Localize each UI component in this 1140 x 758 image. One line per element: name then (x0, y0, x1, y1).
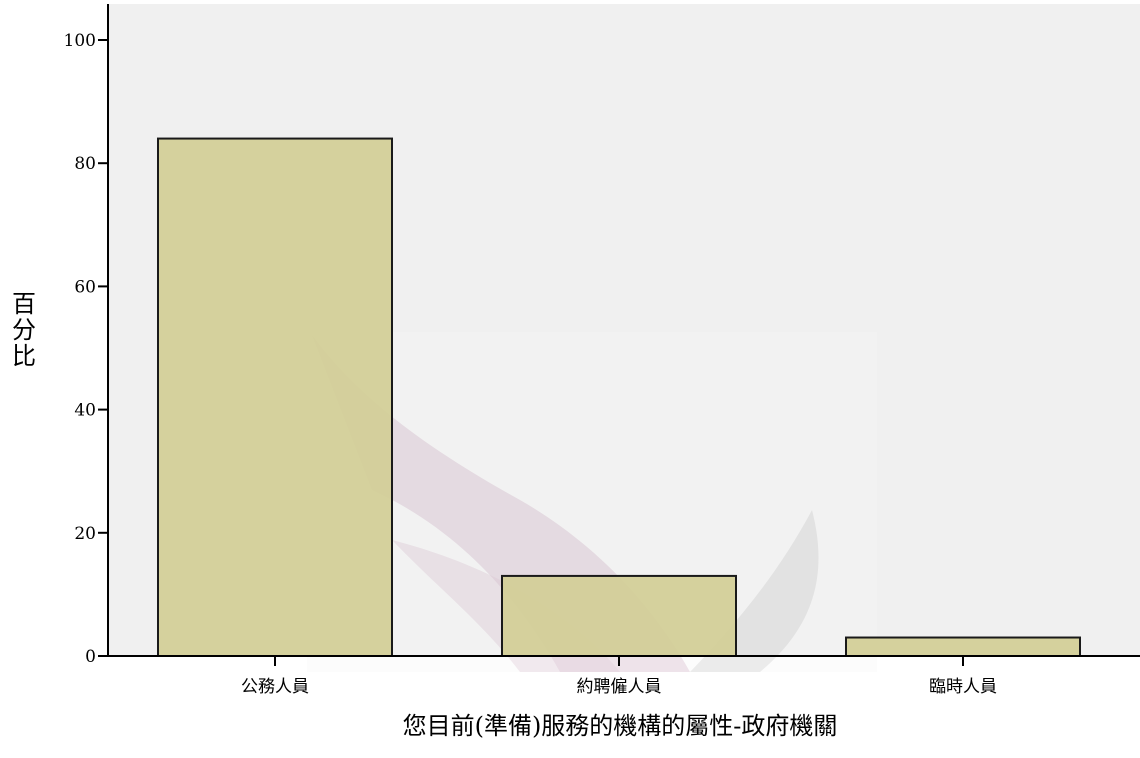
y-tick-label: 80 (74, 154, 96, 174)
bar-1 (157, 137, 393, 657)
x-tick-label: 約聘僱人員 (577, 677, 662, 697)
x-axis: 公務人員 約聘僱人員 臨時人員 (108, 655, 1140, 697)
x-tick-label: 臨時人員 (929, 677, 997, 697)
bar-3 (845, 636, 1081, 658)
x-tick-label: 公務人員 (241, 677, 309, 697)
y-tick-label: 0 (85, 647, 96, 667)
y-tick-label: 60 (74, 277, 96, 297)
bar-group (157, 137, 1081, 658)
y-tick-label: 40 (74, 401, 96, 421)
y-axis: 0 20 40 60 80 100 (64, 4, 109, 667)
y-axis-title: 百分比 (12, 290, 36, 370)
y-tick-label: 100 (64, 31, 96, 51)
x-axis-title: 您目前(準備)服務的機構的屬性-政府機關 (403, 712, 838, 740)
y-tick-label: 20 (74, 524, 96, 544)
bar-2 (501, 574, 737, 657)
